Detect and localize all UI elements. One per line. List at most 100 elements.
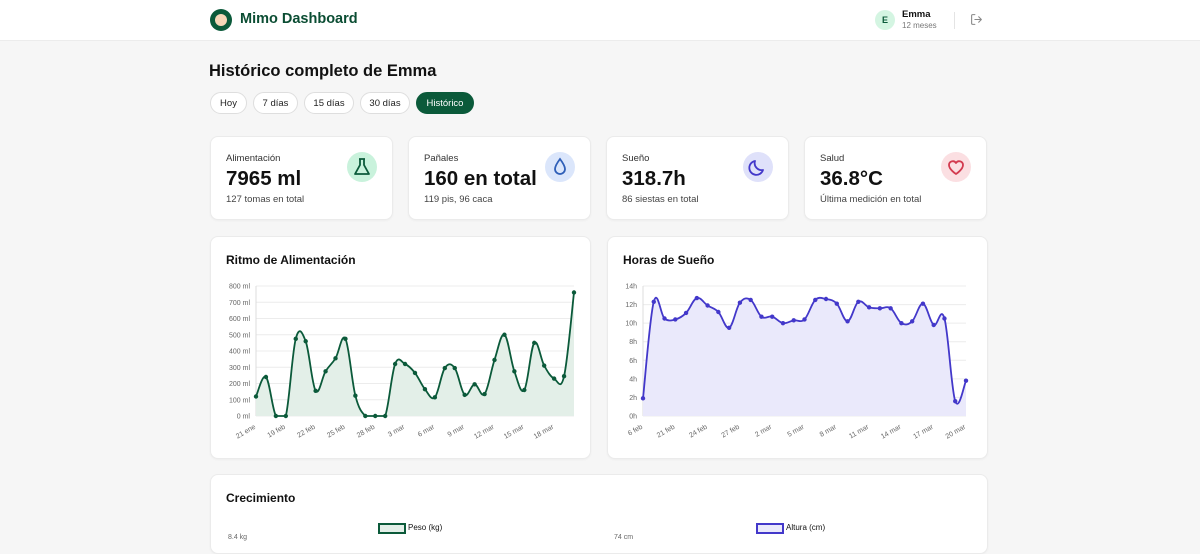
- card-detail: 86 siestas en total: [622, 194, 699, 205]
- filter-pill[interactable]: Hoy: [210, 92, 247, 114]
- summary-card: Alimentación 7965 ml 127 tomas en total: [210, 136, 393, 220]
- x-tick-label: 20 mar: [945, 423, 968, 440]
- legend-swatch: [756, 523, 784, 534]
- data-point: [780, 320, 786, 326]
- app-name[interactable]: Mimo Dashboard: [240, 11, 358, 27]
- y-tick-label: 2h: [629, 395, 637, 402]
- data-point: [472, 382, 477, 387]
- icon: [554, 157, 566, 175]
- y-tick-label: 10h: [625, 321, 637, 328]
- data-point: [373, 413, 378, 419]
- data-point: [412, 370, 418, 376]
- filter-pill[interactable]: 15 días: [304, 92, 354, 114]
- data-point: [343, 336, 348, 342]
- icon: [354, 158, 370, 175]
- chart-title: Horas de Sueño: [623, 253, 715, 267]
- data-point: [759, 314, 764, 319]
- x-tick-label: 21 ene: [235, 424, 257, 441]
- x-tick-label: 6 feb: [627, 424, 644, 438]
- logo[interactable]: [210, 9, 232, 31]
- y-tick-label: 0 ml: [237, 414, 251, 421]
- y-tick-label: 6h: [629, 358, 637, 365]
- data-point: [452, 365, 457, 371]
- y-tick-label: 14h: [625, 284, 637, 291]
- y-tick-label: 4h: [629, 376, 637, 383]
- x-tick-label: 14 mar: [880, 423, 903, 440]
- data-point: [899, 320, 904, 326]
- card-label: Alimentación: [226, 153, 281, 164]
- filter-pill[interactable]: 7 días: [253, 92, 298, 114]
- y-tick-label: 800 ml: [229, 284, 250, 291]
- x-tick-label: 12 mar: [473, 423, 496, 440]
- chart: 0 ml 100 ml 200 ml 300 ml 400 ml 500 ml 600 ml…: [229, 284, 577, 441]
- data-point: [522, 387, 527, 393]
- data-point: [363, 413, 368, 419]
- card-icon: [347, 152, 377, 182]
- y-tick-label: 600 ml: [229, 316, 250, 323]
- summary-card: Pañales 160 en total 119 pis, 96 caca: [408, 136, 591, 220]
- data-point: [953, 398, 958, 404]
- logout-icon[interactable]: [970, 13, 983, 26]
- data-point: [920, 301, 926, 306]
- data-point: [541, 363, 547, 368]
- icon: [748, 160, 764, 176]
- card-detail: 119 pis, 96 caca: [424, 194, 493, 205]
- x-tick-label: 8 mar: [819, 423, 839, 438]
- page-title: Histórico completo de Emma: [209, 62, 437, 80]
- data-point: [651, 299, 656, 304]
- y-tick-label: 500 ml: [229, 332, 250, 339]
- data-point: [942, 316, 947, 321]
- data-point: [770, 314, 775, 319]
- chart-title: Ritmo de Alimentación: [226, 253, 356, 267]
- x-tick-label: 25 feb: [326, 424, 346, 440]
- data-point: [856, 299, 861, 304]
- card-value: 7965 ml: [226, 167, 302, 190]
- data-point: [313, 388, 318, 394]
- card-detail: Última medición en total: [820, 194, 922, 205]
- x-tick-label: 9 mar: [447, 423, 467, 438]
- data-point: [551, 376, 557, 381]
- x-tick-label: 19 feb: [266, 424, 286, 440]
- card-value: 318.7h: [622, 167, 686, 190]
- user-age: 12 meses: [902, 21, 937, 30]
- data-point: [502, 332, 507, 337]
- data-point: [823, 296, 829, 302]
- card-icon: [743, 152, 773, 182]
- x-tick-label: 21 feb: [656, 424, 676, 440]
- avatar[interactable]: E: [875, 10, 895, 30]
- legend-label[interactable]: Altura (cm): [786, 523, 826, 532]
- card-icon: [545, 152, 575, 182]
- x-tick-label: 18 mar: [533, 423, 556, 440]
- x-tick-label: 24 feb: [688, 424, 708, 440]
- data-point: [834, 301, 839, 306]
- data-point: [963, 378, 969, 383]
- data-point: [802, 317, 807, 322]
- data-point: [877, 306, 883, 311]
- data-point: [512, 369, 517, 374]
- summary-card: Sueño 318.7h 86 siestas en total: [606, 136, 789, 220]
- legend-label[interactable]: Peso (kg): [408, 523, 443, 532]
- data-point: [442, 365, 448, 371]
- data-point: [492, 357, 497, 363]
- data-point: [392, 361, 398, 367]
- data-point: [716, 309, 721, 315]
- x-tick-label: 11 mar: [848, 423, 870, 440]
- y-tick-label: 300 ml: [229, 365, 250, 372]
- filter-pill[interactable]: 30 días: [360, 92, 410, 114]
- data-point: [683, 310, 689, 316]
- data-point: [422, 386, 428, 392]
- section-title: Crecimiento: [226, 491, 296, 505]
- data-point: [571, 290, 577, 295]
- data-point: [931, 322, 936, 328]
- card-value: 160 en total: [424, 167, 537, 190]
- x-tick-label: 2 mar: [754, 423, 774, 438]
- data-point: [263, 374, 269, 380]
- filter-pill[interactable]: Histórico: [416, 92, 474, 114]
- data-point: [283, 413, 289, 419]
- card-value: 36.8°C: [820, 167, 883, 190]
- summary-card: Salud 36.8°C Última medición en total: [804, 136, 987, 220]
- icon: [948, 160, 964, 175]
- chart: 0h 2h 4h 6h 8h 10h 12h 14h 6 feb 21 feb 24 feb 27 f…: [625, 284, 969, 441]
- data-point: [382, 413, 388, 419]
- data-point: [866, 305, 872, 310]
